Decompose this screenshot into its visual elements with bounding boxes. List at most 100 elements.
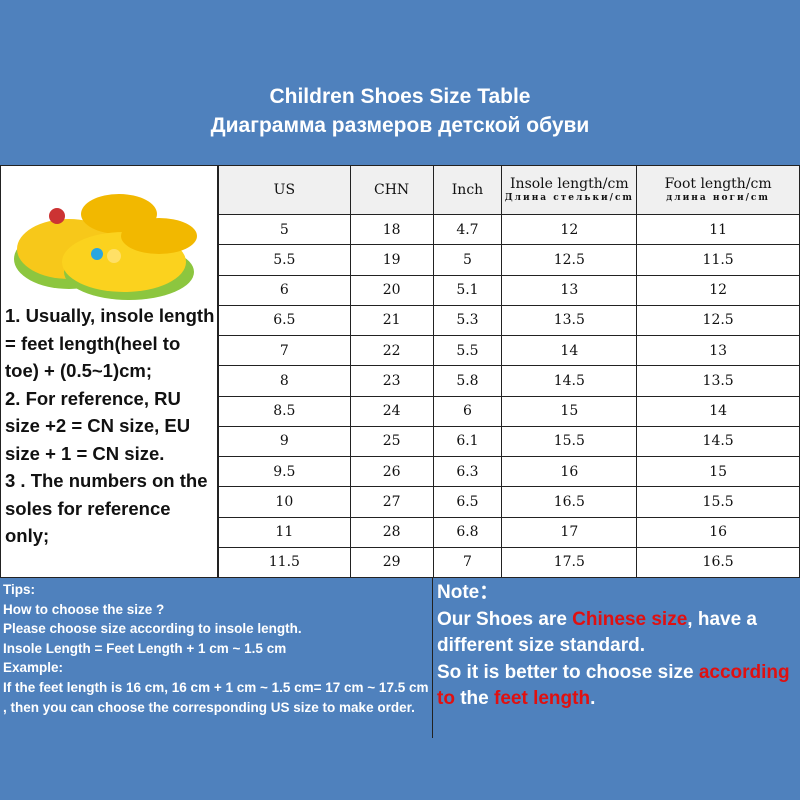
column-header: CHN (349, 165, 434, 215)
header-en: US (273, 182, 296, 198)
table-cell: 17.5 (501, 546, 638, 579)
table-row: 9.5 26 6.3 16 15 (218, 455, 800, 488)
tips-line: Insole Length = Feet Length + 1 cm ~ 1.5… (3, 640, 287, 656)
table-cell: 12.5 (501, 244, 638, 276)
table-cell: 5 (432, 244, 503, 276)
table-cell: 19 (349, 244, 434, 276)
header-en: Inch (451, 182, 484, 198)
header-en: CHN (374, 182, 410, 198)
header-en: Insole length/cm (510, 176, 629, 192)
tips-line: If the feet length is 16 cm, 16 cm + 1 c… (3, 679, 429, 715)
table-cell: 17 (501, 516, 638, 548)
table-row: 6.5 21 5.3 13.5 12.5 (218, 304, 800, 337)
table-cell: 14.5 (636, 425, 800, 458)
table-row: 8.5 24 6 15 14 (218, 395, 800, 427)
tips-line: How to choose the size ? (3, 601, 165, 617)
table-cell: 6 (432, 395, 503, 427)
table-cell: 23 (349, 365, 434, 397)
notes-list: 1. Usually, insole length = feet length(… (5, 302, 219, 550)
table-cell: 14 (636, 395, 800, 427)
tips-line: Tips: (3, 582, 36, 597)
table-row: 6 20 5.1 13 12 (218, 274, 800, 306)
table-cell: 6 (218, 274, 351, 306)
note-panel: Note： Our Shoes are Chinese size, have a… (437, 580, 800, 713)
table-cell: 6.3 (432, 455, 503, 488)
table-cell: 4.7 (432, 213, 503, 246)
table-cell: 14 (501, 334, 638, 367)
note-text: Our Shoes are Chinese size, have a diffe… (437, 607, 800, 660)
note-span: Our Shoes are (437, 608, 573, 630)
note-label: Note： (437, 582, 499, 603)
size-table: US CHN Inch Insole length/cm Длина стельки/c… (218, 165, 800, 579)
table-cell: 18 (349, 213, 434, 246)
note-highlight: feet length (494, 688, 591, 709)
table-cell: 11 (218, 516, 351, 548)
table-cell: 20 (349, 274, 434, 306)
table-cell: 7 (218, 334, 351, 367)
title-en: Children Shoes Size Table (269, 85, 531, 108)
page-title: Children Shoes Size Table Диаграмма разм… (0, 82, 800, 140)
table-row: 11 28 6.8 17 16 (218, 516, 800, 548)
table-cell: 5.5 (218, 244, 351, 276)
table-cell: 16.5 (636, 546, 800, 579)
table-cell: 11.5 (636, 244, 800, 276)
title-ru: Диаграмма размеров детской обуви (210, 114, 590, 137)
table-cell: 5.3 (432, 304, 503, 337)
table-row: 11.5 29 7 17.5 16.5 (218, 546, 800, 579)
note-span: the (454, 688, 494, 709)
table-row: 8 23 5.8 14.5 13.5 (218, 365, 800, 397)
table-cell: 5.5 (432, 334, 503, 367)
note-span: . (590, 688, 596, 709)
shoe-image (14, 194, 197, 300)
table-row: 5 18 4.7 12 11 (218, 213, 800, 246)
table-cell: 13.5 (636, 365, 800, 397)
table-cell: 10 (218, 486, 351, 518)
column-header: US (218, 165, 351, 215)
note-item: 1. Usually, insole length = feet length(… (5, 305, 215, 381)
table-cell: 8 (218, 365, 351, 397)
table-cell: 15 (636, 455, 800, 488)
table-cell: 15.5 (636, 486, 800, 518)
table-cell: 26 (349, 455, 434, 488)
header-ru: длина ноги/cm (666, 193, 770, 203)
table-cell: 13 (501, 274, 638, 306)
table-cell: 6.5 (218, 304, 351, 337)
header-ru: Длина стельки/cm (504, 193, 634, 203)
note-highlight: according to (437, 661, 790, 710)
table-cell: 22 (349, 334, 434, 367)
table-cell: 7 (432, 546, 503, 579)
note-span: So it is better to choose size (437, 661, 699, 683)
table-cell: 25 (349, 425, 434, 458)
tips-line: Please choose size according to insole l… (3, 621, 302, 637)
table-cell: 6.8 (432, 516, 503, 548)
table-cell: 5.1 (432, 274, 503, 306)
table-row: 5.5 19 5 12.5 11.5 (218, 244, 800, 276)
note-span: , have a different size standard. (437, 608, 757, 657)
table-cell: 28 (349, 516, 434, 548)
table-cell: 27 (349, 486, 434, 518)
table-cell: 8.5 (218, 395, 351, 427)
header-en: Foot length/cm (664, 176, 772, 192)
table-cell: 6.5 (432, 486, 503, 518)
note-item: 3 . The numbers on the soles for referen… (5, 470, 208, 546)
column-header: Foot length/cm длина ноги/cm (636, 165, 800, 215)
column-header: Inch (432, 165, 503, 215)
table-cell: 29 (349, 546, 434, 579)
table-row: 9 25 6.1 15.5 14.5 (218, 425, 800, 458)
left-panel: 1. Usually, insole length = feet length(… (0, 165, 218, 578)
table-row: 7 22 5.5 14 13 (218, 334, 800, 367)
table-cell: 16.5 (501, 486, 638, 518)
table-cell: 11.5 (218, 546, 351, 579)
table-cell: 24 (349, 395, 434, 427)
tips-line: Example: (3, 660, 64, 676)
table-cell: 13 (636, 334, 800, 367)
table-row: 10 27 6.5 16.5 15.5 (218, 486, 800, 518)
note-text: So it is better to choose size according… (437, 660, 800, 713)
column-header: Insole length/cm Длина стельки/cm (501, 165, 638, 215)
table-cell: 9 (218, 425, 351, 458)
table-cell: 9.5 (218, 455, 351, 488)
table-cell: 16 (501, 455, 638, 488)
note-highlight: Chinese size (572, 608, 688, 630)
tips-panel: Tips: How to choose the size ? Please ch… (0, 578, 433, 738)
table-cell: 16 (636, 516, 800, 548)
